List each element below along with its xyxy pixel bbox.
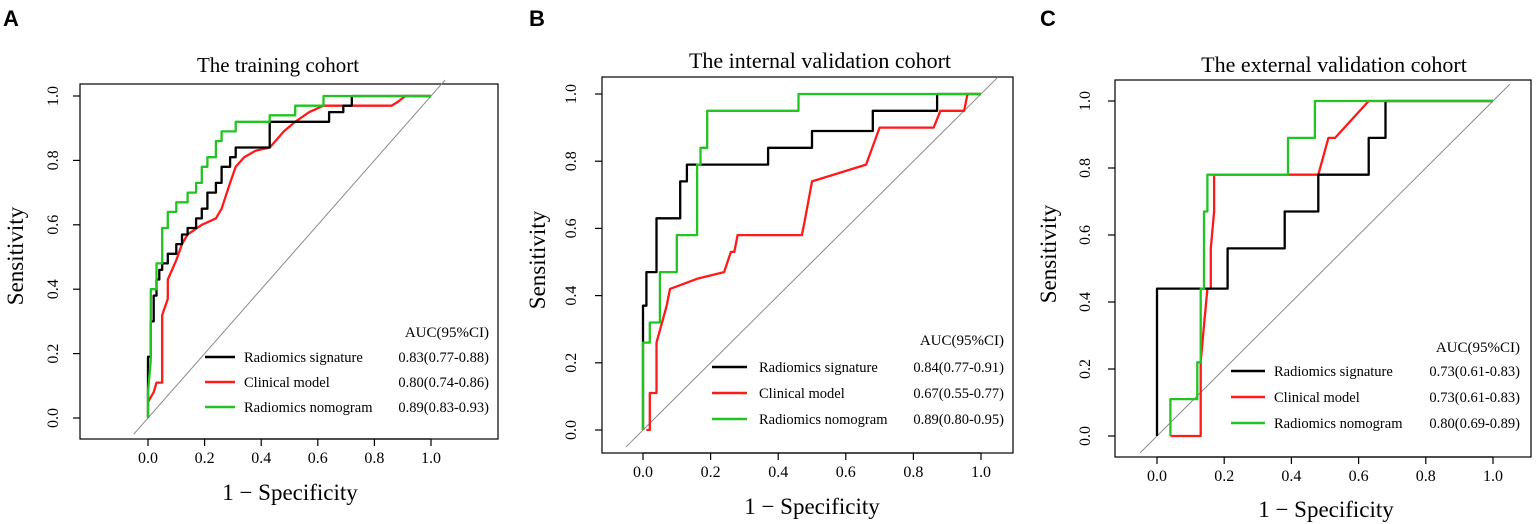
chart-title: The training cohort [197,53,359,77]
y-tick-label: 0.4 [563,286,580,306]
diagonal-reference-line [133,79,446,435]
roc-curves [625,76,999,448]
y-axis-label: Sensitivity [3,206,28,305]
x-tick-label: 0.2 [1214,468,1234,485]
y-axis-label: Sensitivity [525,210,550,309]
x-tick-label: 1.0 [971,464,991,481]
x-tick-label: 0.4 [768,464,788,481]
legend: AUC(95%CI) Radiomics signature 0.83(0.77… [205,325,489,416]
y-tick-label: 0.4 [1077,292,1094,312]
x-tick-label: 0.8 [903,464,923,481]
x-tick-label: 0.2 [701,464,721,481]
legend-label-radiomics-signature: Radiomics signature [1274,364,1393,380]
legend-header: AUC(95%CI) [920,333,1004,349]
x-axis-label: 1 − Specificity [222,480,358,505]
y-tick-label: 0.0 [45,408,62,428]
x-tick-label: 0.2 [195,450,215,467]
axes: 0.0 0.2 0.4 0.6 0.8 1.0 0.0 0.2 0.4 0.6 0.8 1.0 [1077,91,1503,485]
y-tick-label: 0.2 [563,353,580,373]
legend-auc-radiomics-signature: 0.84(0.77-0.91) [913,360,1004,376]
legend-auc-clinical-model: 0.73(0.61-0.83) [1429,390,1520,406]
chart-title: The external validation cohort [1201,52,1467,77]
x-tick-label: 0.0 [633,464,653,481]
legend-auc-radiomics-nomogram: 0.80(0.69-0.89) [1429,416,1520,432]
x-tick-label: 1.0 [421,450,441,467]
legend-label-clinical-model: Clinical model [244,375,330,391]
panel-internal-validation-cohort: B The internal validation cohort 1 − Spe… [525,6,1014,519]
legend-label-radiomics-nomogram: Radiomics nomogram [244,400,373,416]
chart-title: The internal validation cohort [689,48,951,73]
y-tick-label: 0.2 [45,344,62,364]
x-tick-label: 0.4 [1281,468,1301,485]
panel-letter: B [529,6,545,31]
legend-auc-radiomics-signature: 0.73(0.61-0.83) [1429,364,1520,380]
x-tick-label: 0.6 [836,464,856,481]
y-tick-label: 0.6 [563,218,580,238]
legend-label-radiomics-nomogram: Radiomics nomogram [1274,416,1403,432]
legend: AUC(95%CI) Radiomics signature 0.84(0.77… [712,333,1004,428]
legend-label-clinical-model: Clinical model [1274,390,1360,406]
y-tick-label: 0.6 [1077,225,1094,245]
roc-curve-clinical-model [147,94,431,403]
x-tick-label: 0.6 [1349,468,1369,485]
y-axis-label: Sensitivity [1036,204,1061,303]
roc-curve-radiomics-signature [1155,99,1493,436]
roc-curve-clinical-model [646,92,981,432]
x-tick-label: 0.4 [251,450,271,467]
x-tick-label: 0.0 [138,450,158,467]
x-tick-label: 0.8 [1416,468,1436,485]
legend-label-radiomics-signature: Radiomics signature [244,350,363,366]
legend-auc-radiomics-nomogram: 0.89(0.83-0.93) [398,400,489,416]
legend-label-radiomics-signature: Radiomics signature [759,360,878,376]
y-tick-label: 0.8 [45,150,62,170]
y-tick-label: 0.0 [1077,426,1094,446]
legend-auc-clinical-model: 0.67(0.55-0.77) [913,386,1004,402]
roc-curves [1139,83,1511,454]
roc-curve-radiomics-nomogram [1169,99,1493,436]
legend-auc-clinical-model: 0.80(0.74-0.86) [398,375,489,391]
y-tick-label: 0.8 [1077,158,1094,178]
y-tick-label: 0.2 [1077,359,1094,379]
y-tick-label: 1.0 [45,86,62,106]
roc-curves [133,79,446,435]
x-axis-label: 1 − Specificity [744,494,880,519]
y-tick-label: 0.6 [45,215,62,235]
panel-training-cohort: A The training cohort 1 − Specificity Se… [3,6,499,505]
x-tick-label: 0.8 [364,450,384,467]
roc-curve-radiomics-nomogram [146,94,431,418]
legend-label-radiomics-nomogram: Radiomics nomogram [759,412,888,428]
legend-header: AUC(95%CI) [405,325,489,341]
y-tick-label: 0.0 [563,420,580,440]
roc-curve-radiomics-signature [641,92,981,430]
legend-header: AUC(95%CI) [1436,340,1520,356]
legend-auc-radiomics-nomogram: 0.89(0.80-0.95) [913,412,1004,428]
axes: 0.0 0.2 0.4 0.6 0.8 1.0 0.0 0.2 0.4 0.6 0.8 1.0 [45,86,441,467]
x-tick-label: 0.6 [308,450,328,467]
x-axis-label: 1 − Specificity [1258,497,1394,522]
y-tick-label: 1.0 [563,84,580,104]
axes: 0.0 0.2 0.4 0.6 0.8 1.0 0.0 0.2 0.4 0.6 0.8 1.0 [563,84,991,481]
legend: AUC(95%CI) Radiomics signature 0.73(0.61… [1231,340,1520,432]
panel-external-validation-cohort: C The external validation cohort 1 − Spe… [1036,6,1532,522]
y-tick-label: 0.4 [45,279,62,299]
panel-letter: A [3,6,19,31]
roc-curve-radiomics-nomogram [641,92,981,430]
roc-curve-clinical-model [1170,99,1493,438]
panel-letter: C [1040,6,1056,31]
x-tick-label: 1.0 [1483,468,1503,485]
diagonal-reference-line [625,76,999,448]
legend-auc-radiomics-signature: 0.83(0.77-0.88) [398,350,489,366]
legend-label-clinical-model: Clinical model [759,386,845,402]
y-tick-label: 0.8 [563,151,580,171]
y-tick-label: 1.0 [1077,91,1094,111]
x-tick-label: 0.0 [1147,468,1167,485]
